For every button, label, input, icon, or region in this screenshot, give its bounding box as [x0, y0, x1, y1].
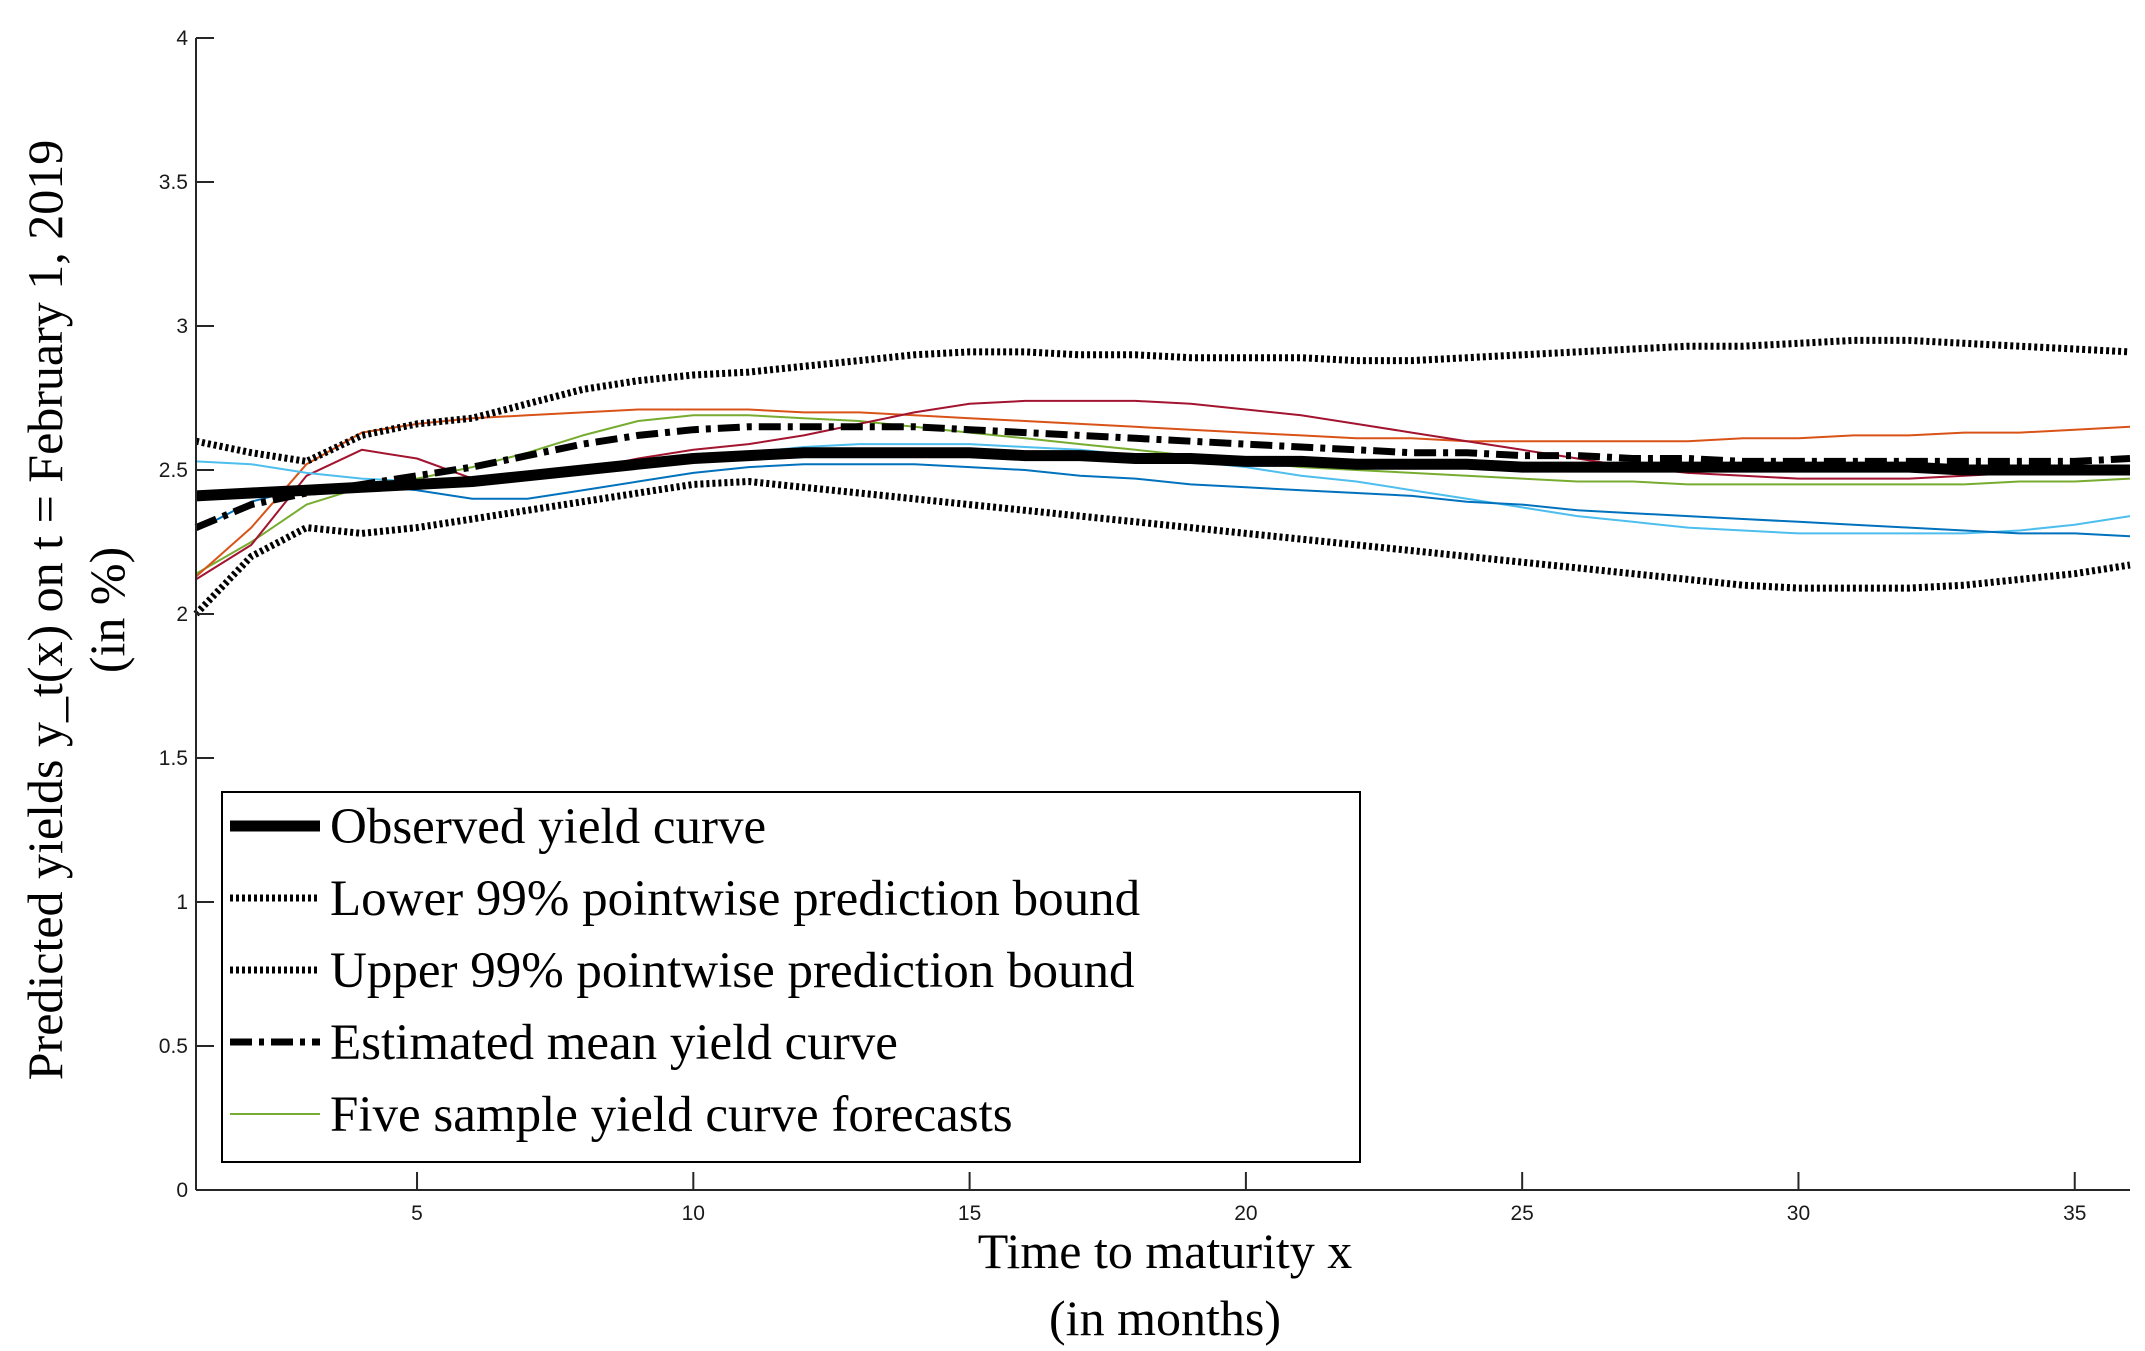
series-line-9	[195, 463, 2131, 538]
y-tick-label: 1	[176, 891, 188, 914]
y-tick-label: 3.5	[159, 171, 188, 194]
series-line-5	[195, 414, 2131, 575]
x-tick-label: 10	[682, 1202, 705, 1225]
series-line-6	[195, 408, 2131, 578]
x-tick-label: 20	[1234, 1202, 1257, 1225]
x-tick-label: 5	[411, 1202, 423, 1225]
legend-label: Upper 99% pointwise prediction bound	[330, 943, 1135, 999]
y-tick-label: 1.5	[159, 747, 188, 770]
series-line-3	[195, 336, 2131, 465]
y-tick-label: 4	[176, 27, 188, 50]
y-tick-label: 3	[176, 315, 188, 338]
y-axis-title: Predicted yields y_t(x) on t = February …	[17, 140, 135, 1081]
legend-label: Lower 99% pointwise prediction bound	[330, 871, 1140, 927]
x-axis-title: Time to maturity x (in months)	[978, 1223, 1353, 1346]
x-axis-title-line2: (in months)	[1049, 1290, 1281, 1346]
legend: Observed yield curve Lower 99% pointwise …	[221, 791, 1361, 1163]
x-tick-label: 25	[1510, 1202, 1533, 1225]
series-line-4	[194, 423, 2131, 531]
y-tick-label: 0	[176, 1179, 188, 1202]
y-tick-label: 2.5	[159, 459, 188, 482]
series-layer	[193, 336, 2131, 617]
x-tick-label: 35	[2063, 1202, 2086, 1225]
ticks: 0 0.5 1 1.5 2 2.5 3 3.5 4 5 10 15 20 25 30 35	[159, 27, 2087, 1225]
y-tick-label: 2	[176, 603, 188, 626]
y-tick-label: 0.5	[159, 1035, 188, 1058]
series-line-2	[193, 478, 2131, 617]
legend-entries: Observed yield curve Lower 99% pointwise …	[230, 799, 1140, 1143]
plot-area: 0 0.5 1 1.5 2 2.5 3 3.5 4 5 10 15 20 25 30 35	[159, 27, 2131, 1225]
y-axis-title-line2: (in %)	[79, 547, 135, 673]
x-axis-title-line1: Time to maturity x	[978, 1223, 1353, 1279]
legend-label: Observed yield curve	[330, 799, 766, 855]
series-line-1	[195, 447, 2130, 502]
legend-box	[221, 791, 1361, 1163]
y-axis-title-line1: Predicted yields y_t(x) on t = February …	[17, 140, 73, 1081]
legend-label: Estimated mean yield curve	[330, 1015, 898, 1071]
legend-label: Five sample yield curve forecasts	[330, 1087, 1013, 1143]
x-tick-label: 30	[1787, 1202, 1810, 1225]
x-tick-label: 15	[958, 1202, 981, 1225]
